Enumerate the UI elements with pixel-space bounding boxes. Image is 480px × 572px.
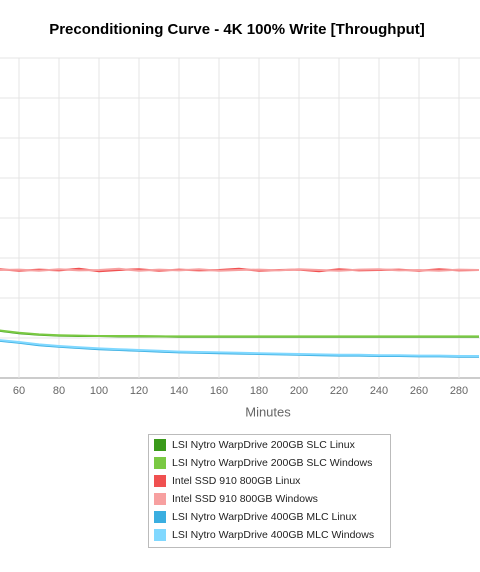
x-axis-label: Minutes [245,404,291,419]
x-tick-label: 240 [370,385,388,397]
legend-label: Intel SSD 910 800GB Windows [172,493,318,505]
legend-swatch [154,439,166,451]
legend [148,434,391,548]
x-tick-label: 260 [410,385,428,397]
series-line [0,267,480,272]
series-line [0,329,479,338]
legend-label: Intel SSD 910 800GB Linux [172,475,301,487]
legend-label: LSI Nytro WarpDrive 200GB SLC Linux [172,439,356,451]
legend-swatch [154,529,166,541]
x-tick-label: 100 [90,385,108,397]
legend-swatch [154,493,166,505]
x-tick-label: 60 [13,385,25,397]
x-tick-label: 180 [250,385,268,397]
chart-title: Preconditioning Curve - 4K 100% Write [T… [49,21,425,38]
x-tick-label: 140 [170,385,188,397]
legend-label: LSI Nytro WarpDrive 400GB MLC Linux [172,511,357,523]
legend-label: LSI Nytro WarpDrive 200GB SLC Windows [172,457,372,469]
legend-swatch [154,511,166,523]
x-tick-label: 280 [450,385,468,397]
legend-swatch [154,457,166,469]
x-tick-label: 200 [290,385,308,397]
series-line [0,339,479,357]
x-tick-label: 160 [210,385,228,397]
x-tick-label: 120 [130,385,148,397]
legend-label: LSI Nytro WarpDrive 400GB MLC Windows [172,529,374,541]
legend-swatch [154,475,166,487]
x-tick-label: 80 [53,385,65,397]
x-tick-label: 220 [330,385,348,397]
